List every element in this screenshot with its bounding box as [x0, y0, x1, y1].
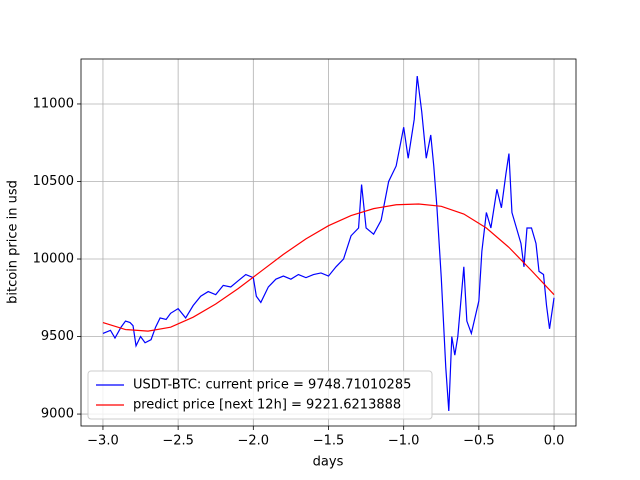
series-line	[102, 75, 555, 412]
y-tick-label: 10500	[33, 174, 74, 189]
legend-label: USDT-BTC: current price = 9748.71010285	[133, 378, 411, 393]
y-tick-label: 9000	[41, 407, 74, 422]
x-tick-label: −2.0	[238, 434, 270, 449]
y-tick-label: 9500	[41, 329, 74, 344]
series-line	[102, 203, 555, 332]
x-tick-label: 0.0	[544, 434, 565, 449]
plot-frame	[80, 58, 577, 427]
x-tick-label: −2.5	[162, 434, 194, 449]
x-tick-label: −1.5	[313, 434, 345, 449]
x-tick-label: −0.5	[463, 434, 495, 449]
legend-box	[87, 370, 433, 420]
x-tick-label: −3.0	[87, 434, 119, 449]
x-tick-label: −1.0	[388, 434, 420, 449]
y-axis-label: bitcoin price in usd	[6, 180, 21, 304]
legend-label: predict price [next 12h] = 9221.6213888	[133, 398, 401, 413]
x-axis-label: days	[313, 455, 344, 470]
y-tick-label: 11000	[33, 96, 74, 111]
y-tick-label: 10000	[33, 252, 74, 267]
